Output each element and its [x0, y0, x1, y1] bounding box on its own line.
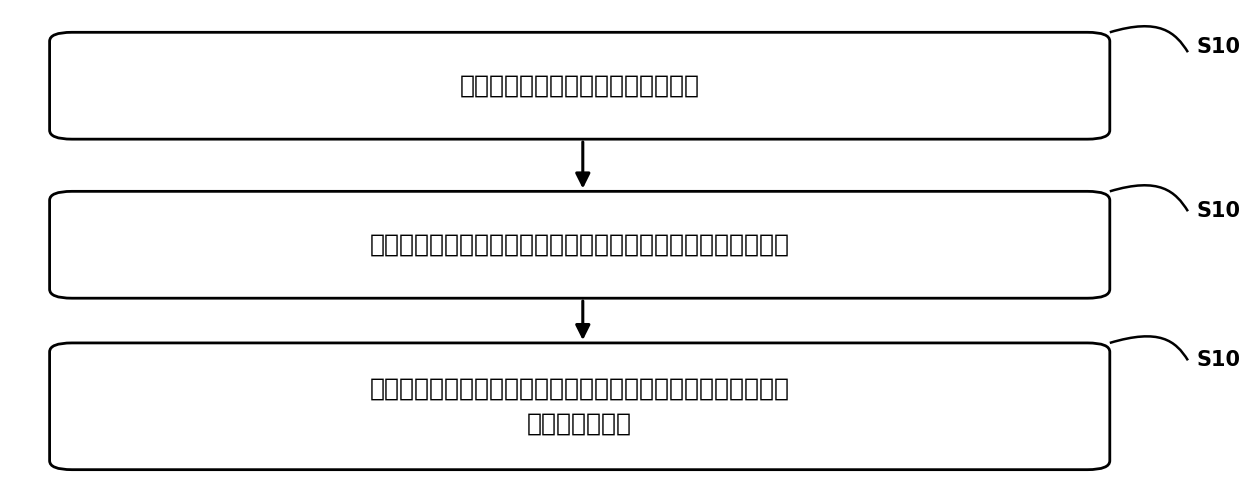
Text: S101: S101: [1197, 37, 1240, 57]
Text: 根据预设数据标识，将所述配电变压器数据分配至相应监测模块: 根据预设数据标识，将所述配电变压器数据分配至相应监测模块: [370, 233, 790, 257]
Text: 获取各系统设备中的配电变压器数据: 获取各系统设备中的配电变压器数据: [460, 74, 699, 98]
Text: 器多态计算展现: 器多态计算展现: [527, 412, 632, 436]
Text: S102: S102: [1197, 201, 1240, 221]
FancyBboxPatch shape: [50, 32, 1110, 139]
FancyBboxPatch shape: [50, 343, 1110, 470]
FancyBboxPatch shape: [50, 191, 1110, 298]
Text: 所述监测模块按照所述数据标识对应的逻辑规则，进行配电变压: 所述监测模块按照所述数据标识对应的逻辑规则，进行配电变压: [370, 377, 790, 401]
Text: S103: S103: [1197, 350, 1240, 370]
